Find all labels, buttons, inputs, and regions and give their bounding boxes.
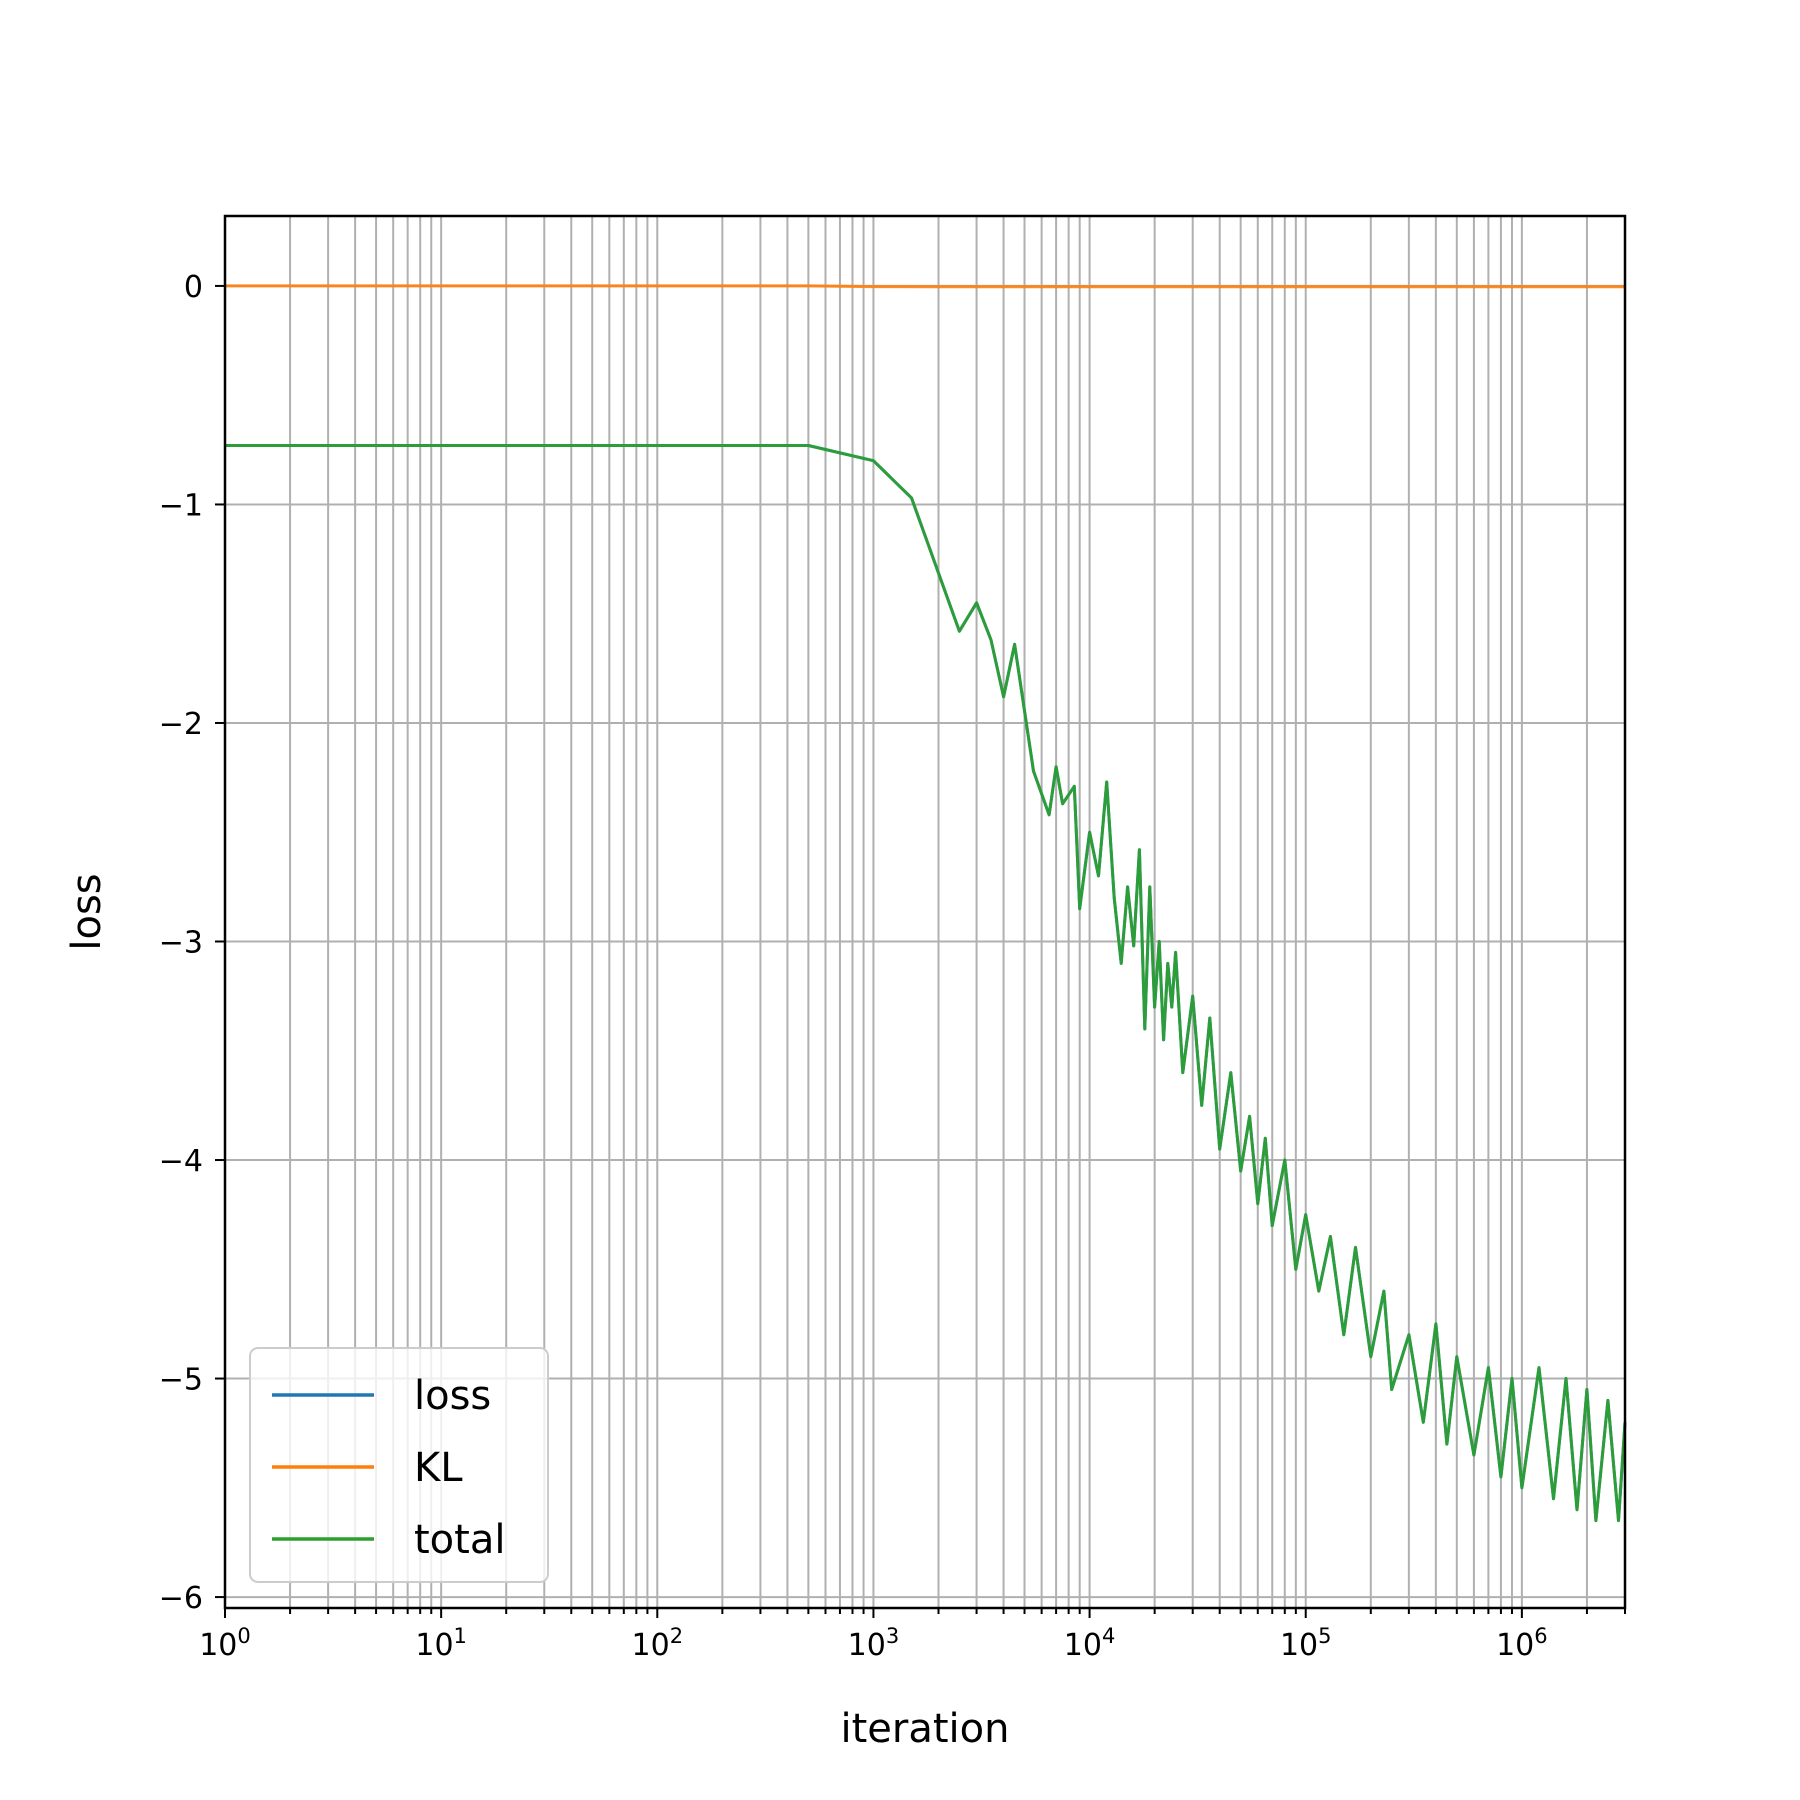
x-tick-label: 102 [632, 1624, 684, 1663]
y-tick-label: 0 [184, 270, 203, 305]
x-tick-label-exponent: 4 [1102, 1624, 1115, 1648]
x-tick-label-exponent: 1 [454, 1624, 467, 1648]
x-tick-label: 103 [848, 1624, 900, 1663]
legend: loss KL total [249, 1347, 549, 1583]
y-tick-label: −4 [159, 1144, 203, 1179]
x-tick-label-base: 10 [415, 1628, 453, 1663]
x-axis-label: iteration [841, 1706, 1010, 1752]
x-tick-label: 106 [1496, 1624, 1548, 1663]
x-tick-label: 105 [1280, 1624, 1332, 1663]
y-tick-label: −3 [159, 926, 203, 961]
x-tick-label: 101 [415, 1624, 467, 1663]
plot-frame [223, 214, 1627, 1610]
legend-label-loss: loss [414, 1373, 491, 1419]
series-lines [225, 284, 1627, 1523]
x-tick-label: 100 [199, 1624, 251, 1663]
legend-box [249, 1347, 549, 1583]
x-tick-label-base: 10 [1280, 1628, 1318, 1663]
x-tick-label-exponent: 0 [237, 1624, 250, 1648]
x-tick-label-exponent: 5 [1318, 1624, 1331, 1648]
y-tick-label: −5 [159, 1363, 203, 1398]
x-tick-label-base: 10 [199, 1628, 237, 1663]
x-tick-label-base: 10 [632, 1628, 670, 1663]
x-tick-label-exponent: 2 [670, 1624, 683, 1648]
y-tick-label: −6 [159, 1581, 203, 1616]
y-tick-label: −2 [159, 707, 203, 742]
x-tick-label-base: 10 [848, 1628, 886, 1663]
legend-label-kl: KL [414, 1445, 463, 1491]
series-line-total [225, 444, 1627, 1523]
legend-label-total: total [414, 1517, 505, 1563]
x-tick-label-base: 10 [1496, 1628, 1534, 1663]
y-axis-label: loss [64, 873, 110, 950]
y-tick-label: −1 [159, 488, 203, 523]
x-tick-label-exponent: 6 [1534, 1624, 1547, 1648]
x-tick-label-exponent: 3 [886, 1624, 899, 1648]
x-tick-label-base: 10 [1064, 1628, 1102, 1663]
series-line-kl [225, 284, 1625, 289]
x-tick-label: 104 [1064, 1624, 1116, 1663]
